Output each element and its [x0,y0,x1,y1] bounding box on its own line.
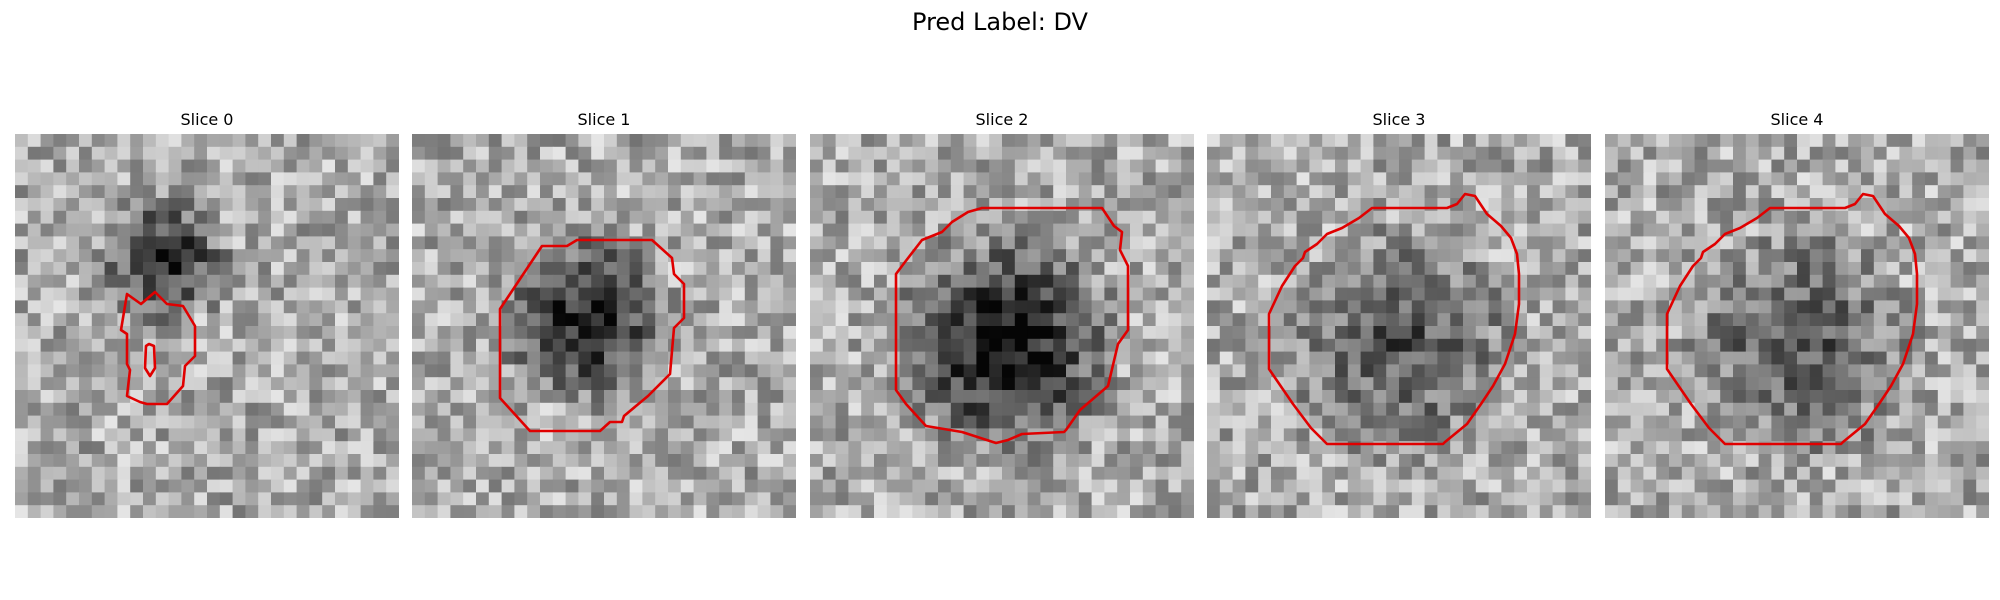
contour-outline-inner [143,342,157,378]
contour-outline [1267,192,1521,446]
slice-panel-1: Slice 1 [412,108,796,520]
slice-panel-2: Slice 2 [810,108,1194,520]
slice-title: Slice 4 [1770,110,1824,129]
slice-panel-4: Slice 4 [1605,108,1989,520]
contour-outline [498,238,686,433]
slice-title: Slice 2 [975,110,1029,129]
slice-image [1207,134,1591,518]
slice-panel-0: Slice 0 [15,108,399,520]
slice-panel-3: Slice 3 [1207,108,1591,520]
slice-title: Slice 0 [180,110,234,129]
slice-image [1605,134,1989,518]
slice-image [15,134,399,518]
slice-title: Slice 3 [1372,110,1426,129]
slice-image [412,134,796,518]
slice-image [810,134,1194,518]
contour-outline [894,206,1130,445]
contour-outline [1665,192,1919,446]
figure-title: Pred Label: DV [912,8,1088,36]
slice-title: Slice 1 [577,110,631,129]
contour-outline [119,290,197,406]
